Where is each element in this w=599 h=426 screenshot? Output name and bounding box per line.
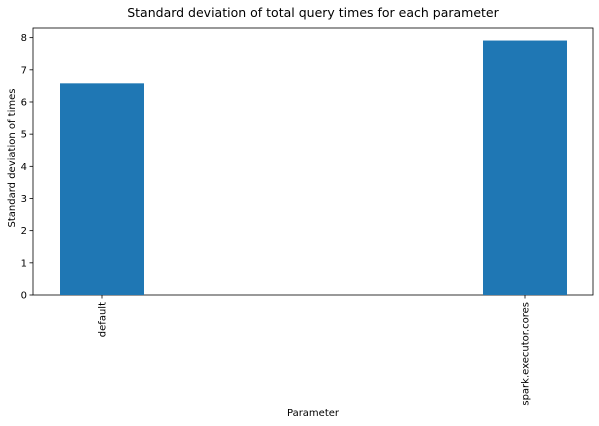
y-axis-label: Standard deviation of times [7, 89, 18, 228]
y-axis: 0 1 2 3 4 5 6 7 8 [21, 33, 33, 302]
x-axis: default spark.executor.cores [98, 295, 532, 406]
x-tick-label: default [98, 302, 109, 337]
chart-title: Standard deviation of total query times … [127, 5, 499, 20]
y-tick-label: 0 [21, 291, 27, 302]
y-tick-label: 7 [21, 65, 27, 76]
bars-group [60, 40, 567, 296]
y-tick-label: 8 [21, 33, 27, 44]
bar-spark-executor-cores [483, 40, 567, 296]
y-tick-label: 1 [21, 258, 27, 269]
x-tick-label: spark.executor.cores [521, 302, 532, 406]
x-axis-label: Parameter [287, 408, 340, 419]
plot-frame [32, 27, 594, 296]
plot-area: 0 1 2 3 4 5 6 7 8 default spark.executor.cores [21, 27, 594, 406]
y-tick-label: 6 [21, 97, 27, 108]
y-tick-label: 3 [21, 194, 27, 205]
y-tick-label: 2 [21, 226, 27, 237]
y-tick-label: 5 [21, 130, 27, 141]
bar-default [60, 83, 144, 295]
y-tick-label: 4 [21, 162, 27, 173]
